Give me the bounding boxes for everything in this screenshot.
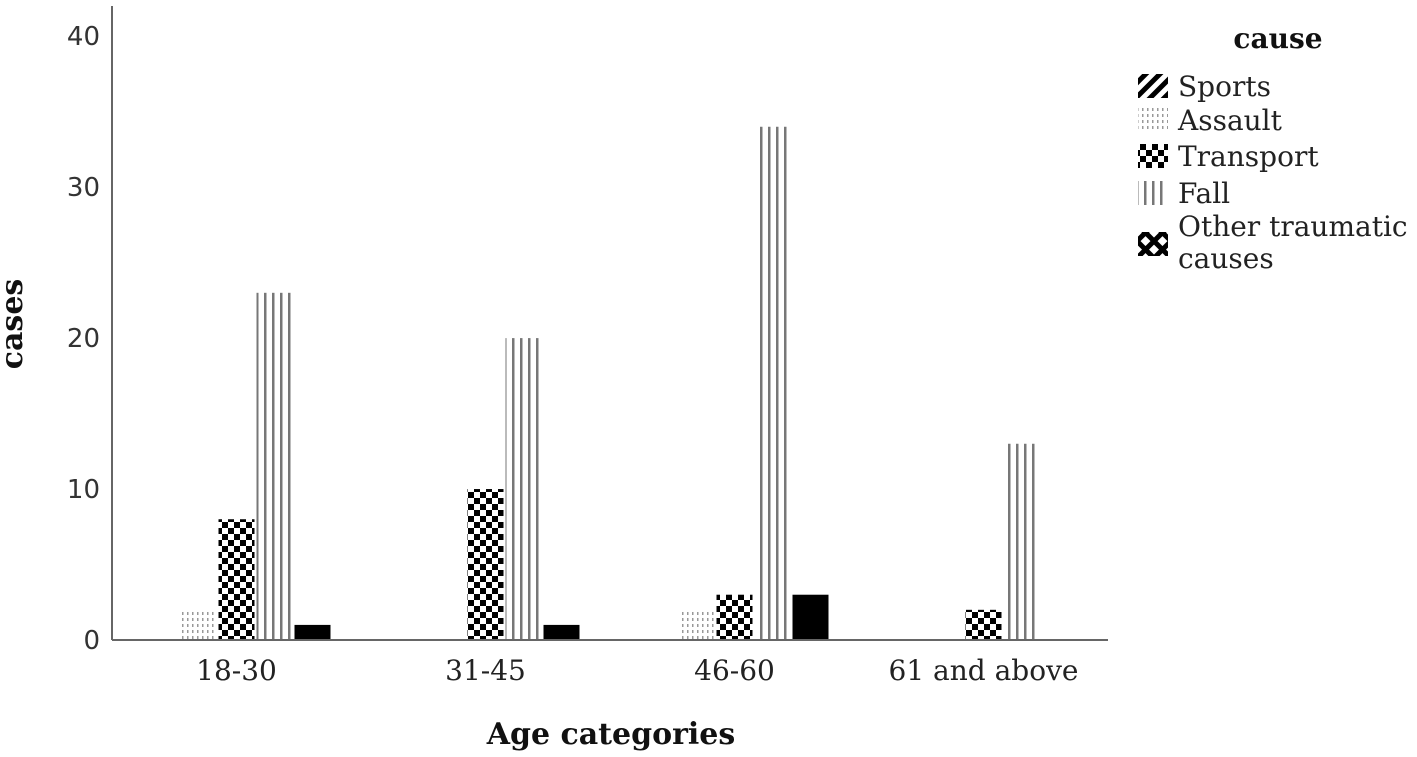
bar-other-traumatic-causes-46-60 — [792, 594, 829, 640]
legend-swatch-transport — [1138, 144, 1168, 168]
legend-swatch-assault — [1138, 108, 1168, 132]
bar-other-traumatic-causes-18-30 — [294, 624, 331, 640]
x-tick-label: 61 and above — [889, 654, 1079, 687]
legend-swatch-fall — [1138, 181, 1168, 205]
bar-other-traumatic-causes-31-45 — [543, 624, 580, 640]
legend-swatch-sports — [1138, 74, 1168, 98]
x-tick-label: 31-45 — [445, 654, 526, 687]
y-tick-label: 10 — [67, 475, 100, 505]
bar-fall-61-and-above — [1003, 443, 1040, 640]
legend-label: causes — [1178, 242, 1274, 275]
bars-layer — [180, 126, 1040, 640]
y-tick-label: 40 — [67, 22, 100, 52]
legend-label: Transport — [1178, 140, 1319, 173]
bar-transport-61-and-above — [965, 609, 1002, 640]
y-tick-label: 20 — [67, 324, 100, 354]
bar-fall-18-30 — [256, 292, 293, 640]
bar-fall-31-45 — [505, 338, 542, 640]
y-tick-label: 30 — [67, 173, 100, 203]
x-axis-title: Age categories — [486, 717, 736, 752]
bar-fall-46-60 — [754, 126, 791, 640]
axes-layer: 0 10 20 30 40 18-30 31-45 46-60 61 and above — [67, 6, 1108, 687]
y-axis-title: cases — [0, 279, 30, 370]
legend-title: cause — [1233, 22, 1322, 55]
legend-swatch-other-traumatic-causes — [1138, 232, 1168, 256]
bar-transport-18-30 — [218, 519, 255, 640]
y-tick-label: 0 — [83, 626, 100, 656]
x-tick-label: 18-30 — [196, 654, 277, 687]
legend-label: Other traumatic — [1178, 210, 1408, 243]
legend-label: Fall — [1178, 177, 1230, 210]
bar-transport-46-60 — [716, 594, 753, 640]
bar-assault-18-30 — [180, 609, 217, 640]
bar-transport-31-45 — [467, 489, 504, 640]
legend-label: Assault — [1177, 104, 1283, 137]
bar-assault-46-60 — [678, 609, 715, 640]
x-tick-label: 46-60 — [694, 654, 775, 687]
legend-label: Sports — [1178, 70, 1271, 103]
